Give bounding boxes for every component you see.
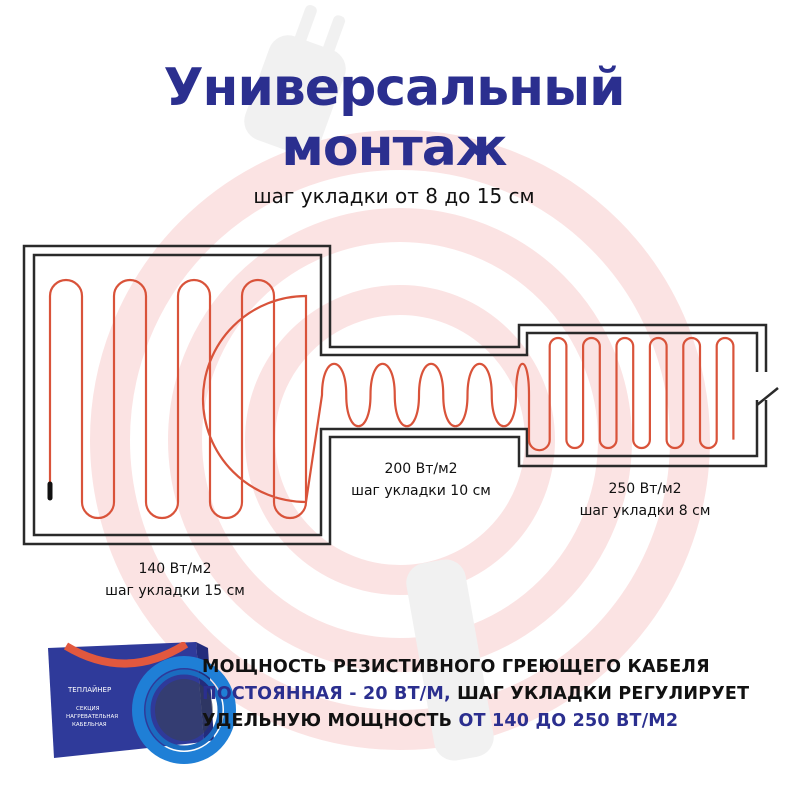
info-line2-rest: ШАГ УКЛАДКИ РЕГУЛИРУЕТ: [450, 684, 750, 704]
info-highlight-constant: ПОСТОЯННАЯ - 20 ВТ/М,: [202, 684, 451, 704]
wall-outer: [22, 244, 768, 546]
zone-label-250: 250 Вт/м2 шаг укладки 8 см: [550, 478, 740, 522]
product-brand: ТЕПЛАЙНЕР: [67, 685, 111, 694]
info-line2: ПОСТОЯННАЯ - 20 ВТ/М, ШАГ УКЛАДКИ РЕГУЛИ…: [202, 681, 749, 708]
zone-step: шаг укладки 15 см: [105, 583, 245, 599]
door: [756, 387, 779, 406]
title-line2: монтаж: [281, 118, 507, 178]
zone-power: 250 Вт/м2: [608, 481, 682, 497]
subtitle: шаг укладки от 8 до 15 см: [253, 184, 535, 208]
zone-label-200: 200 Вт/м2 шаг укладки 10 см: [326, 458, 516, 502]
wall-inner: [32, 253, 759, 537]
info-text: МОЩНОСТЬ РЕЗИСТИВНОГО ГРЕЮЩЕГО КАБЕЛЯ ПО…: [202, 654, 749, 735]
svg-text:НАГРЕВАТЕЛЬНАЯ: НАГРЕВАТЕЛЬНАЯ: [66, 714, 118, 720]
zone-step: шаг укладки 8 см: [579, 503, 711, 519]
info-highlight-range: ОТ 140 ДО 250 ВТ/М2: [458, 711, 679, 731]
info-line3: УДЕЛЬНУЮ МОЩНОСТЬ ОТ 140 ДО 250 ВТ/М2: [202, 708, 749, 735]
ring-inner: [245, 285, 555, 595]
svg-text:КАБЕЛЬНАЯ: КАБЕЛЬНАЯ: [72, 722, 107, 728]
heating-cable: [48, 278, 735, 520]
ring-middle: [168, 208, 632, 672]
zone-power: 140 Вт/м2: [138, 561, 212, 577]
info-line1: МОЩНОСТЬ РЕЗИСТИВНОГО ГРЕЮЩЕГО КАБЕЛЯ: [202, 657, 710, 677]
title-line1: Универсальный: [163, 58, 625, 118]
svg-text:СЕКЦИЯ: СЕКЦИЯ: [76, 706, 100, 712]
product-image: ТЕПЛАЙНЕР СЕКЦИЯ НАГРЕВАТЕЛЬНАЯ КАБЕЛЬНА…: [48, 642, 236, 764]
ring-outer: [90, 130, 710, 750]
zone-label-140: 140 Вт/м2 шаг укладки 15 см: [80, 558, 270, 602]
info-line3-start: УДЕЛЬНУЮ МОЩНОСТЬ: [202, 711, 459, 731]
zone-step: шаг укладки 10 см: [351, 483, 491, 499]
zone-power: 200 Вт/м2: [384, 461, 458, 477]
plug-icon: [244, 4, 494, 761]
